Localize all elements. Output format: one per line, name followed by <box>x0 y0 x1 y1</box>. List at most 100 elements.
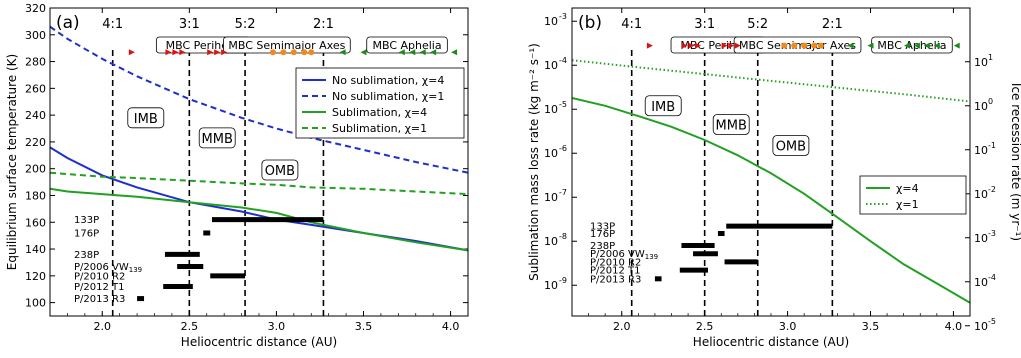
legend-label: Sublimation, χ=1 <box>332 122 427 135</box>
series-line <box>572 59 970 103</box>
category-label: MBC Semimajor Axes <box>739 39 856 52</box>
aphelion-marker <box>903 42 910 49</box>
region-box <box>644 95 682 117</box>
aphelion-marker <box>360 49 367 56</box>
aphelion-marker <box>398 49 405 56</box>
y-right-tick-label: 10 <box>974 100 988 113</box>
aphelion-marker <box>409 49 416 56</box>
aphelion-marker <box>953 42 960 49</box>
region-label: IMB <box>134 112 158 127</box>
y-right-tick-exponent: -1 <box>988 141 996 150</box>
series-line <box>572 97 970 304</box>
perihelion-marker <box>179 49 186 56</box>
perihelion-marker <box>214 49 221 56</box>
object-label: P/2010 R2 <box>74 271 125 282</box>
resonance-label: 2:1 <box>313 17 334 32</box>
perihelion-marker <box>172 49 179 56</box>
category-label: MBC Semimajor Axes <box>228 39 345 52</box>
x-tick-label: 3.5 <box>862 320 880 333</box>
panel-b: (b)2.0 2.5 3.0 3.5 4.010-310-410-510-610-710… <box>527 7 1021 349</box>
region-label: MMB <box>202 132 233 147</box>
object-label: P/2012 T1 <box>590 266 641 277</box>
y-tick-label: 10 <box>544 59 558 72</box>
y-tick-label: 10 <box>544 279 558 292</box>
y-tick-label: 140 <box>25 243 46 256</box>
x-tick-label: 3.0 <box>779 320 797 333</box>
semimajor-marker <box>308 49 315 56</box>
perihelion-marker <box>207 49 214 56</box>
resonance-label: 2:1 <box>822 17 843 32</box>
region-box <box>712 114 750 135</box>
x-tick-label: 2.0 <box>94 320 112 333</box>
object-label: P/2012 T1 <box>74 282 125 293</box>
region-label: MMB <box>716 119 747 134</box>
y-tick-label: 220 <box>25 136 46 149</box>
perihelion-marker <box>128 49 135 56</box>
aphelion-marker <box>847 42 854 49</box>
y-tick-exponent: -4 <box>559 56 567 65</box>
resonance-label: 3:1 <box>694 17 715 32</box>
y-tick-label: 10 <box>544 103 558 116</box>
legend-label: χ=1 <box>896 198 919 211</box>
aphelion-marker <box>923 42 930 49</box>
y-right-tick-label: 10 <box>974 188 988 201</box>
object-label: 238P <box>590 241 615 252</box>
semimajor-marker <box>301 49 308 56</box>
aphelion-marker <box>451 49 458 56</box>
y-right-tick-exponent: 0 <box>988 97 993 106</box>
object-label: P/2010 R2 <box>590 257 641 268</box>
y-right-tick-exponent: -4 <box>988 273 996 282</box>
resonance-label: 4:1 <box>621 17 642 32</box>
y-tick-label: 200 <box>25 163 46 176</box>
semimajor-marker <box>791 42 798 49</box>
resonance-label: 5:2 <box>747 17 768 32</box>
y-tick-label: 10 <box>544 147 558 160</box>
y-axis-label-right: Ice recession rate (m yr⁻¹) <box>1009 83 1021 241</box>
x-tick-label: 2.0 <box>613 320 631 333</box>
legend-label: No sublimation, χ=4 <box>332 74 444 87</box>
object-label-subscript: 139 <box>645 253 658 261</box>
semimajor-marker <box>817 42 824 49</box>
resonance-label: 4:1 <box>102 17 123 32</box>
y-tick-label: 10 <box>544 15 558 28</box>
y-tick-label: 10 <box>544 235 558 248</box>
y-tick-label: 180 <box>25 189 46 202</box>
perihelion-marker <box>221 49 228 56</box>
y-tick-exponent: -3 <box>559 12 567 21</box>
y-right-tick-label: 10 <box>974 144 988 157</box>
region-label: IMB <box>651 100 675 115</box>
object-label: 133P <box>590 222 615 233</box>
panel-a: (a) 2.0 2.5 3.0 3.5 4.0 100 120 140 160 180 200 220 2… <box>5 2 469 349</box>
region-label: OMB <box>265 164 295 179</box>
y-right-tick-label: 10 <box>974 232 988 245</box>
region-box <box>127 107 165 129</box>
x-tick-label: 3.5 <box>355 320 373 333</box>
panel-label: (a) <box>56 13 80 33</box>
y-tick-label: 320 <box>25 2 46 15</box>
category-label: MBC Aphelia <box>372 39 441 52</box>
aphelion-marker <box>339 49 346 56</box>
object-label: 176P <box>590 229 615 240</box>
x-axis-label: Heliocentric distance (AU) <box>693 335 849 349</box>
y-tick-label: 100 <box>25 297 46 310</box>
y-tick-label: 300 <box>25 29 46 42</box>
region-box <box>198 127 236 149</box>
y-right-tick-label: 10 <box>974 56 988 69</box>
object-label: P/2013 R3 <box>590 274 641 285</box>
x-tick-label: 3.0 <box>268 320 286 333</box>
y-tick-label: 10 <box>544 191 558 204</box>
object-label: 133P <box>74 215 99 226</box>
y-tick-label: 240 <box>25 109 46 122</box>
y-tick-exponent: -8 <box>559 232 567 241</box>
region-label: OMB <box>776 139 806 154</box>
legend-label: No sublimation, χ=1 <box>332 90 444 103</box>
x-tick-label: 2.5 <box>181 320 199 333</box>
object-label: P/2006 VW139 <box>74 262 142 274</box>
perihelion-marker <box>688 42 695 49</box>
resonance-label: 5:2 <box>235 17 256 32</box>
semimajor-marker <box>280 49 287 56</box>
perihelion-marker <box>721 42 728 49</box>
y-axis-label: Sublimation mass loss rate (kg m⁻² s⁻¹) <box>527 43 541 281</box>
y-right-tick-exponent: -2 <box>988 185 996 194</box>
